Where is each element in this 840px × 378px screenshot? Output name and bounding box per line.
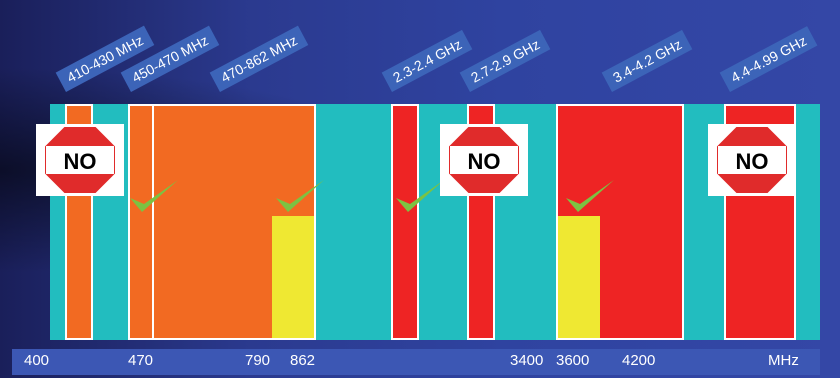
axis-unit-mhz: MHz [768,352,799,369]
check-mark-icon [396,180,444,212]
check-mark-icon [566,180,614,212]
stop-sign-icon: NO [447,125,521,195]
band-3400-3600-mhz-available [558,216,600,338]
check-mark-icon [130,180,178,212]
band-label-2-3-2-4: 2.3-2.4 GHz [381,29,473,93]
axis-tick-3400: 3400 [510,352,544,369]
check-mark-icon [276,180,324,212]
axis-tick-400: 400 [24,352,50,369]
no-sign-2-7-2-9: NO [440,124,528,196]
band-label-470-862: 470-862 MHz [209,25,309,93]
frequency-axis [12,349,820,375]
no-sign-text: NO [468,149,501,174]
no-sign-4-4-4-99: NO [708,124,796,196]
band-790-862-mhz-available [272,216,314,338]
band-label-4-4-4-99: 4.4-4.99 GHz [719,25,818,93]
band-2-3-2-4-ghz [391,104,419,340]
axis-tick-4200: 4200 [622,352,656,369]
axis-tick-790: 790 [245,352,271,369]
stop-sign-icon: NO [43,125,117,195]
no-sign-text: NO [736,149,769,174]
axis-tick-470: 470 [128,352,154,369]
axis-tick-3600: 3600 [556,352,590,369]
band-label-2-7-2-9: 2.7-2.9 GHz [459,29,551,93]
band-label-3-4-4-2: 3.4-4.2 GHz [601,29,693,93]
axis-tick-862: 862 [290,352,316,369]
no-sign-text: NO [64,149,97,174]
no-sign-410-430: NO [36,124,124,196]
stop-sign-icon: NO [715,125,789,195]
band-450-470-mhz [128,104,154,340]
